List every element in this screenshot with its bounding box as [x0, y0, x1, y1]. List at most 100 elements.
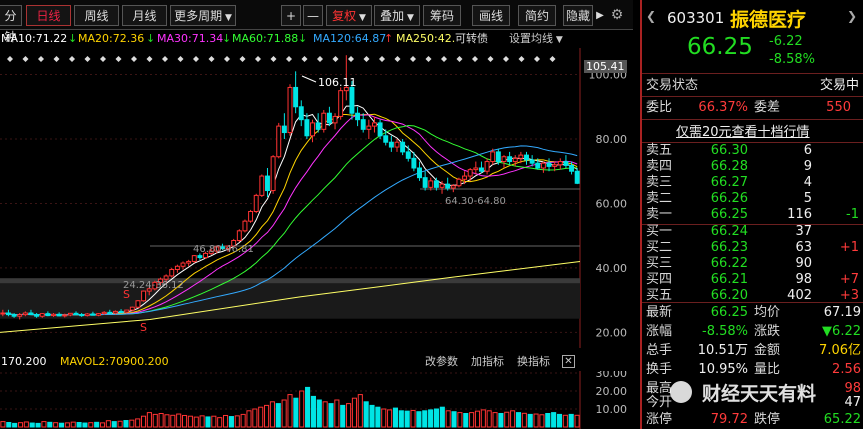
chevron-right-icon[interactable]: ▶ [596, 10, 604, 21]
bid-row[interactable]: 买一 66.24 37 [642, 224, 863, 240]
event-marker-icon [131, 56, 137, 62]
volume-bar [351, 397, 357, 428]
candle-body [405, 151, 411, 159]
volume-bar [451, 411, 457, 428]
candle-body [0, 312, 6, 315]
candle-body [546, 162, 552, 167]
gap-label: 46.80-46.81 [193, 244, 254, 255]
volume-bar [146, 412, 152, 428]
candle-body [236, 230, 242, 241]
more-period-dropdown[interactable]: 更多周期 ▼ [170, 5, 236, 26]
candle-body [422, 177, 428, 188]
volume-bar [439, 406, 445, 428]
ask-row[interactable]: 卖二 66.26 5 [642, 191, 863, 207]
ma-legend: MA10:71.22 ↓ MA20:72.36 ↓ MA30:71.34 ↓ M… [0, 31, 633, 47]
candle-body [529, 159, 535, 164]
event-marker-icon [394, 56, 401, 62]
overlay-dropdown[interactable]: 叠加 ▼ [374, 5, 420, 26]
s-marker: S [123, 288, 130, 301]
ask-row[interactable]: 卖三 66.27 4 [642, 175, 863, 191]
hide-button[interactable]: 隐藏 [563, 5, 593, 26]
volume-bar [6, 422, 12, 428]
down-arrow-icon: ↓ [298, 32, 308, 45]
candle-body [355, 112, 361, 121]
candle-body [343, 86, 349, 92]
volume-bar [533, 413, 539, 428]
volume-bar [234, 415, 240, 428]
gear-icon[interactable]: ⚙ [610, 7, 624, 23]
volume-bar [369, 404, 375, 428]
chevron-right-icon[interactable]: ❯ [847, 9, 858, 23]
volume-bar [404, 410, 410, 428]
s-marker: S [140, 321, 147, 334]
ask-row[interactable]: 卖五 66.30 6 [642, 143, 863, 159]
amount-value: 7.06亿 [819, 343, 861, 358]
rights-adjust-dropdown[interactable]: 复权 ▼ [326, 5, 372, 26]
candle-body [377, 122, 383, 137]
chevron-left-icon[interactable]: ❮ [646, 9, 657, 23]
bid-volume: 37 [795, 224, 812, 239]
volume-bar [223, 414, 229, 428]
bid-row[interactable]: 买二 66.23 63 +1 [642, 240, 863, 256]
candle-body [231, 240, 237, 247]
candle-body [186, 260, 192, 264]
ma20-legend: MA20:72.36 [78, 32, 145, 45]
event-marker-icon [193, 56, 199, 62]
ask-price: 66.30 [710, 143, 748, 158]
bid-row[interactable]: 买三 66.22 90 [642, 256, 863, 272]
candle-body [552, 164, 558, 167]
monthly-tab[interactable]: 月线 [122, 5, 167, 26]
close-icon[interactable]: ✕ [562, 355, 575, 368]
candle-body [242, 220, 248, 232]
candle-body [439, 183, 445, 188]
candle-body [304, 119, 310, 137]
divider [642, 119, 863, 120]
commission-row: 委比 66.37% 委差 550 [642, 98, 863, 117]
weekly-tab[interactable]: 周线 [74, 5, 119, 26]
candle-body [518, 154, 524, 159]
ask-book: 卖五 66.30 6 卖四 66.28 9 卖三 66.27 4 卖二 66.26 5 卖一 66.25 1… [642, 143, 863, 223]
swap-indicator-button[interactable]: 换指标 [517, 355, 550, 368]
bid-price: 66.21 [710, 272, 748, 287]
chg-value: ▼6.22 [822, 324, 861, 339]
zoom-in-button[interactable]: + [281, 5, 301, 26]
event-marker-icon [487, 56, 494, 62]
volume-bar [252, 408, 258, 428]
daily-tab[interactable]: 日线 [26, 5, 71, 26]
ma-settings-dropdown[interactable]: 设置均线 ▼ [509, 32, 563, 45]
candlestick-chart[interactable]: 100.0080.0060.0040.0020.00106.1164.30-64… [0, 48, 633, 348]
change-params-button[interactable]: 改参数 [425, 355, 458, 368]
zoom-out-button[interactable]: — [303, 5, 323, 26]
divider [642, 73, 863, 74]
high-label: 最高 [646, 381, 673, 396]
ask-row[interactable]: 卖四 66.28 9 [642, 159, 863, 175]
event-marker-icon [239, 56, 246, 62]
event-marker-icon [7, 56, 13, 62]
volume-bar [35, 422, 41, 428]
add-indicator-button[interactable]: 加指标 [471, 355, 504, 368]
candle-body [203, 252, 209, 259]
candle-body [287, 86, 293, 134]
minute-tab[interactable]: 分钟 [0, 5, 22, 44]
convertible-bond-link[interactable]: 可转债 [455, 32, 488, 45]
chips-button[interactable]: 筹码 [423, 5, 461, 26]
bid-row[interactable]: 买四 66.21 98 +7 [642, 272, 863, 288]
candle-body [67, 312, 73, 316]
candle-body [383, 135, 389, 143]
volume-bar [510, 410, 516, 428]
candle-body [462, 175, 468, 180]
ask-row[interactable]: 卖一 66.25 116 -1 [642, 207, 863, 223]
volume-bar [181, 414, 188, 428]
volume-bar [539, 414, 545, 428]
depth-upgrade-link[interactable]: 仅需20元查看十档行情 [676, 125, 810, 140]
volume-bar [486, 410, 492, 428]
candle-body [557, 161, 563, 166]
volume-bar [76, 422, 82, 428]
candle-body [259, 175, 265, 196]
draw-line-button[interactable]: 画线 [472, 5, 510, 26]
candle-body [563, 161, 569, 166]
bid-row[interactable]: 买五 66.20 402 +3 [642, 288, 863, 304]
volume-bar [463, 413, 469, 428]
simple-mode-button[interactable]: 简约 [518, 5, 556, 26]
volume-bar [299, 390, 305, 428]
